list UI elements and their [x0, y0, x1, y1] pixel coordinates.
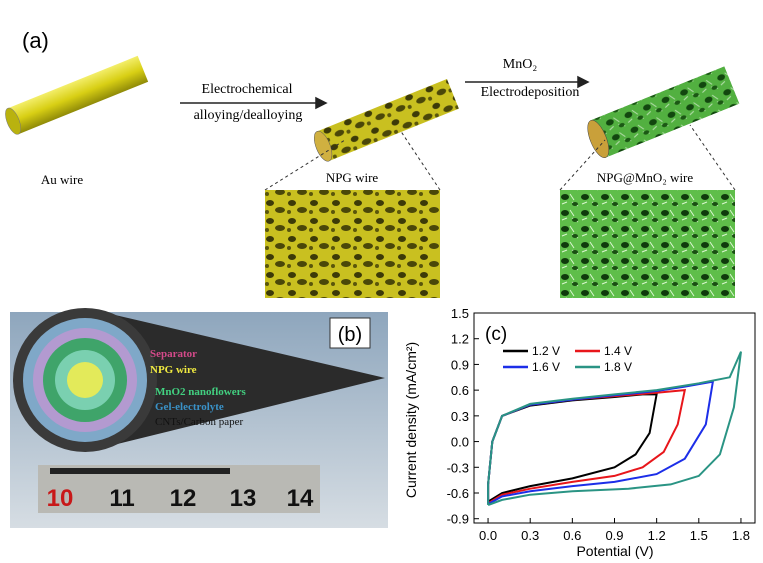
y-tick-label: 0.6: [451, 383, 469, 398]
layer-label: Separator: [150, 348, 197, 360]
cv-curve: [488, 382, 713, 505]
arrow-text: Electrodeposition: [481, 85, 580, 100]
item-label: NPG wire: [326, 170, 379, 185]
y-tick-label: 1.2: [451, 332, 469, 347]
layer-label: Gel-electrolyte: [155, 401, 224, 413]
legend-label: 1.2 V: [532, 344, 560, 358]
y-tick-label: -0.6: [447, 486, 469, 501]
panel-b: (b) Separator NPG wire MnO2 nanoflowers …: [10, 308, 388, 528]
y-tick-label: 0.3: [451, 409, 469, 424]
ruler-number: 10: [47, 485, 74, 512]
y-tick-label: 1.5: [451, 306, 469, 321]
x-axis-label: Potential (V): [576, 543, 653, 559]
x-tick-label: 0.9: [605, 528, 623, 543]
arrow-text: Electrochemical: [202, 82, 293, 97]
npg-micrograph: [265, 190, 440, 298]
y-tick-label: 0.9: [451, 357, 469, 372]
y-tick-label: -0.9: [447, 512, 469, 527]
legend-label: 1.4 V: [604, 344, 632, 358]
panel-c: (c) Potential (V) Current density (mA/cm…: [403, 306, 755, 559]
ruler-number: 14: [287, 485, 314, 512]
ruler-number: 11: [109, 485, 134, 512]
au-wire-drawing: [2, 56, 148, 137]
y-tick-label: 0.0: [451, 435, 469, 450]
mno2-micrograph: [560, 190, 735, 298]
npg-wire-drawing: [311, 79, 459, 164]
x-tick-label: 1.8: [732, 528, 750, 543]
x-tick-label: 0.6: [563, 528, 581, 543]
panel-label: (a): [22, 28, 49, 53]
item-label: NPG@MnO₂ wire: [597, 170, 694, 185]
figure: (a) Electrochemical alloying/dealloying …: [0, 0, 763, 563]
y-tick-label: -0.3: [447, 460, 469, 475]
panel-label: (c): [485, 324, 507, 345]
x-tick-label: 0.3: [521, 528, 539, 543]
ruler-number: 12: [170, 485, 197, 512]
arrow-text: alloying/dealloying: [194, 108, 303, 123]
arrow-text: MnO₂: [503, 57, 538, 72]
y-axis-label: Current density (mA/cm²): [403, 342, 419, 498]
x-tick-label: 1.2: [648, 528, 666, 543]
x-tick-label: 1.5: [690, 528, 708, 543]
legend-label: 1.8 V: [604, 360, 632, 374]
legend-label: 1.6 V: [532, 360, 560, 374]
layer-label: NPG wire: [150, 364, 197, 376]
npg-mno2-wire-drawing: [583, 66, 739, 160]
layer-label: MnO2 nanoflowers: [155, 386, 246, 398]
x-tick-label: 0.0: [479, 528, 497, 543]
item-label: Au wire: [41, 172, 83, 187]
layer-label: CNTs/Carbon paper: [155, 416, 243, 428]
panel-label: (b): [338, 324, 362, 346]
panel-a: (a) Electrochemical alloying/dealloying …: [2, 28, 739, 298]
ruler-number: 13: [230, 485, 257, 512]
